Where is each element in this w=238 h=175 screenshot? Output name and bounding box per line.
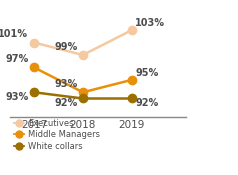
Text: 103%: 103% bbox=[135, 18, 165, 28]
Legend: Executives, Middle Managers, White collars: Executives, Middle Managers, White colla… bbox=[14, 119, 100, 151]
Text: 93%: 93% bbox=[55, 79, 78, 89]
Text: 101%: 101% bbox=[0, 29, 28, 39]
Text: 99%: 99% bbox=[55, 42, 78, 52]
Text: 93%: 93% bbox=[6, 92, 29, 102]
Text: 92%: 92% bbox=[55, 98, 78, 108]
Text: 92%: 92% bbox=[135, 98, 159, 108]
Text: 97%: 97% bbox=[6, 54, 29, 64]
Text: 95%: 95% bbox=[135, 68, 159, 78]
